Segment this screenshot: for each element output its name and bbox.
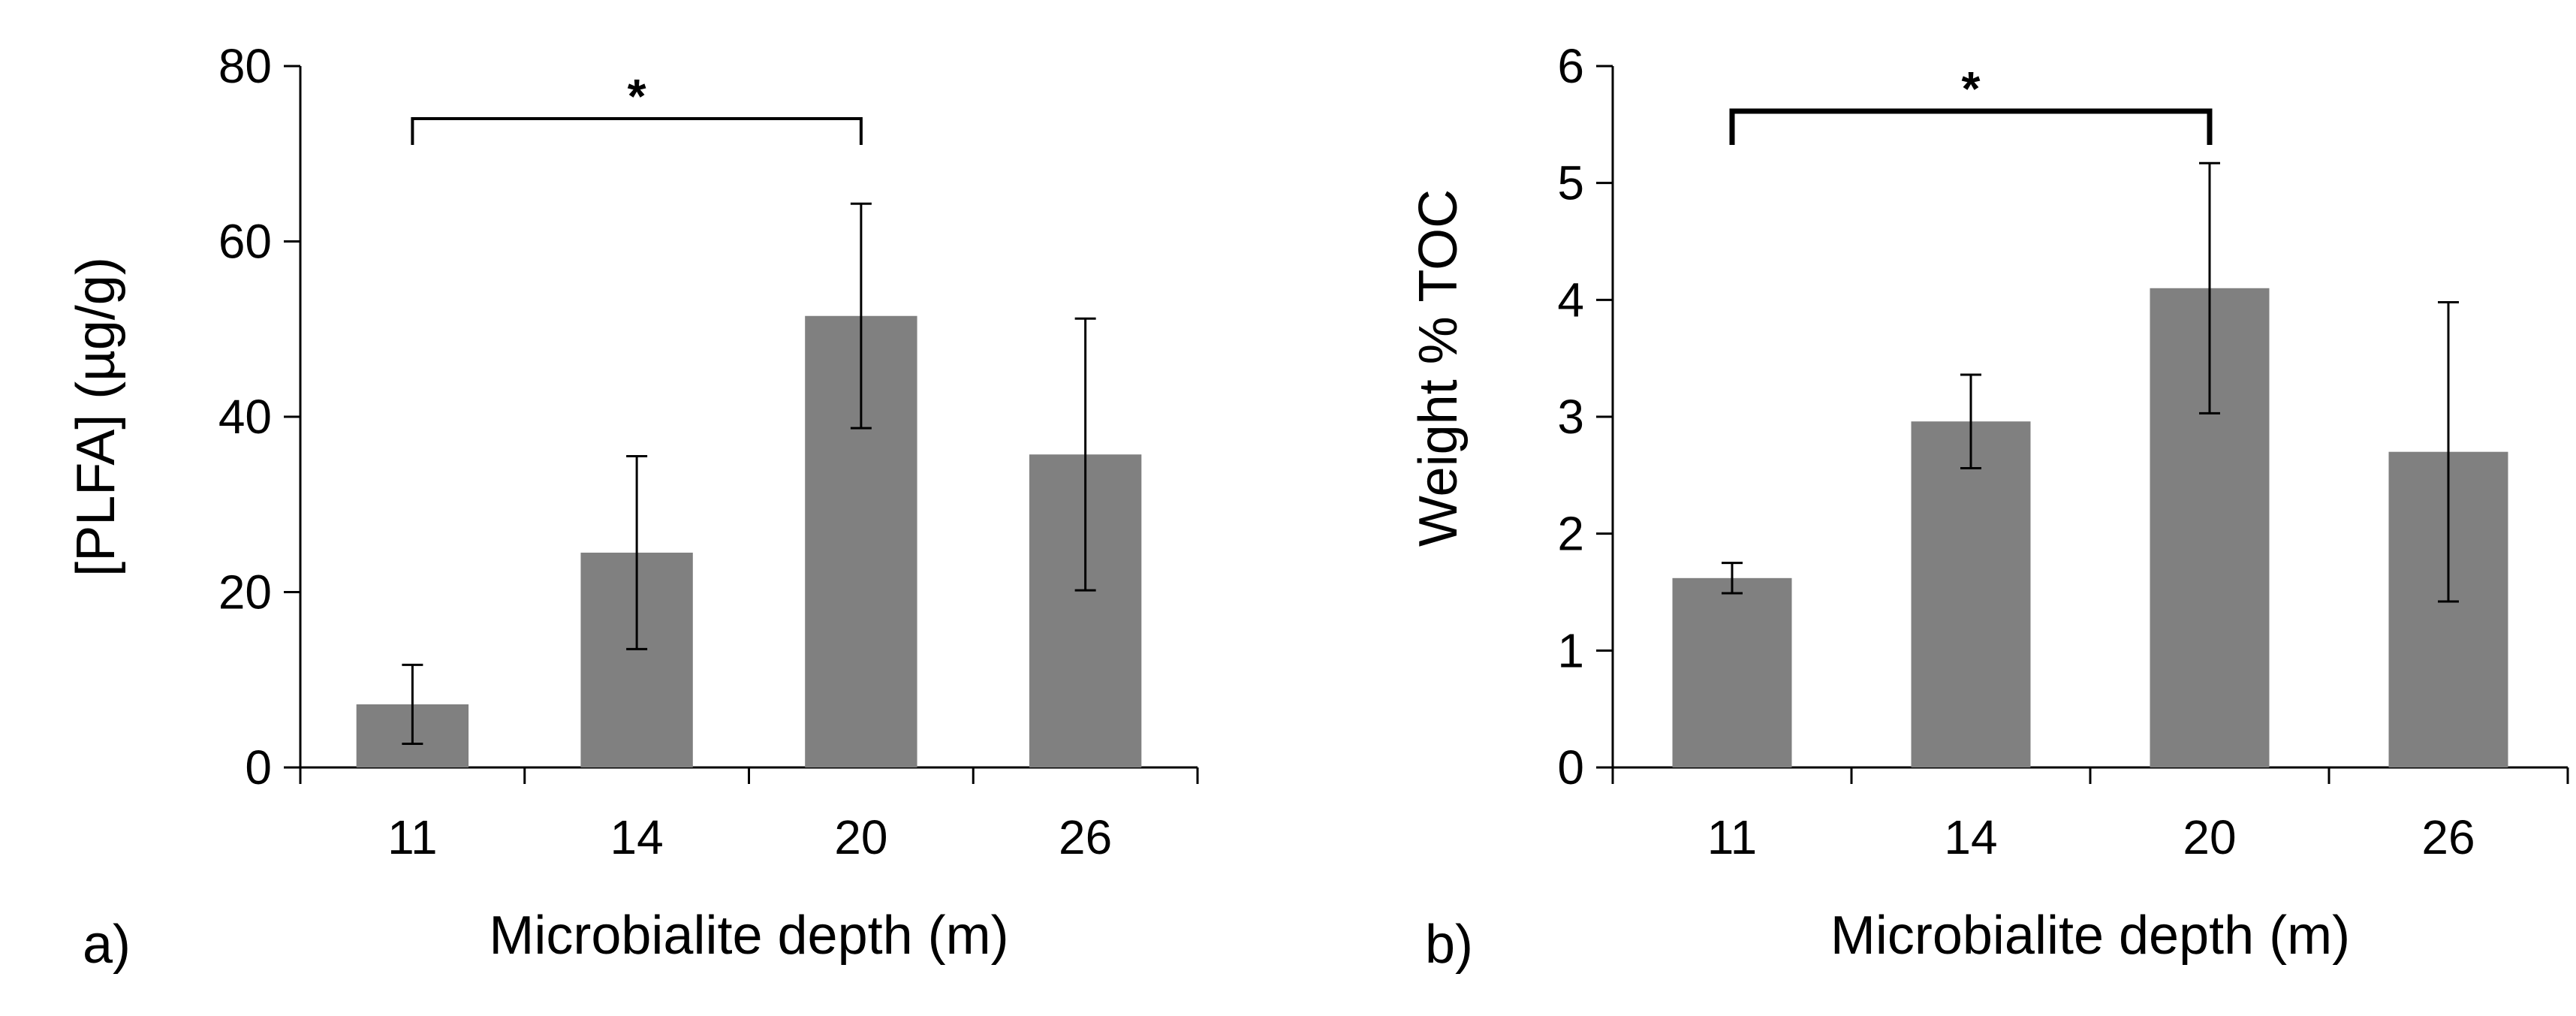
x-tick-label: 11	[1707, 810, 1757, 864]
y-axis-label: [PLFA] (µg/g)	[66, 257, 126, 577]
panel-label: a)	[83, 915, 131, 975]
x-tick-label: 26	[1059, 810, 1112, 864]
panel-label: b)	[1425, 915, 1473, 975]
bar	[1672, 577, 1792, 767]
chart-toc: 0 1 2 3 4 5 6 11 14 20 26 * Microbialite depth (m) We…	[1409, 39, 2569, 975]
x-tick-label: 26	[2421, 810, 2475, 864]
x-tick-label: 20	[834, 810, 887, 864]
y-tick-label: 0	[1557, 740, 1584, 794]
x-axis-label: Microbialite depth (m)	[489, 906, 1008, 966]
y-tick-label: 60	[218, 215, 272, 269]
y-tick-label: 4	[1557, 273, 1584, 327]
significance-star: *	[628, 69, 646, 123]
x-tick-label: 11	[387, 810, 437, 864]
significance-bracket	[1729, 108, 2213, 145]
y-tick-label: 1	[1557, 623, 1584, 677]
y-tick-label: 3	[1557, 390, 1584, 444]
x-tick-label: 20	[2183, 810, 2236, 864]
y-axis-label: Weight % TOC	[1409, 189, 1469, 547]
x-axis-label: Microbialite depth (m)	[1830, 906, 2350, 966]
significance-star: *	[1962, 62, 1981, 116]
y-tick-label: 6	[1557, 39, 1584, 93]
significance-bracket	[411, 117, 863, 145]
x-tick-label: 14	[1944, 810, 1997, 864]
bar	[1911, 421, 2031, 767]
y-tick-label: 40	[218, 390, 272, 444]
chart-plfa: 0 20 40 60 80 11 14 20 26 * Microbialite depth (m)…	[66, 39, 1199, 975]
y-tick-label: 2	[1557, 507, 1584, 561]
y-tick-label: 80	[218, 39, 272, 93]
y-tick-label: 0	[245, 740, 272, 794]
y-tick-label: 5	[1557, 156, 1584, 210]
y-tick-label: 20	[218, 565, 272, 620]
x-tick-label: 14	[610, 810, 664, 864]
